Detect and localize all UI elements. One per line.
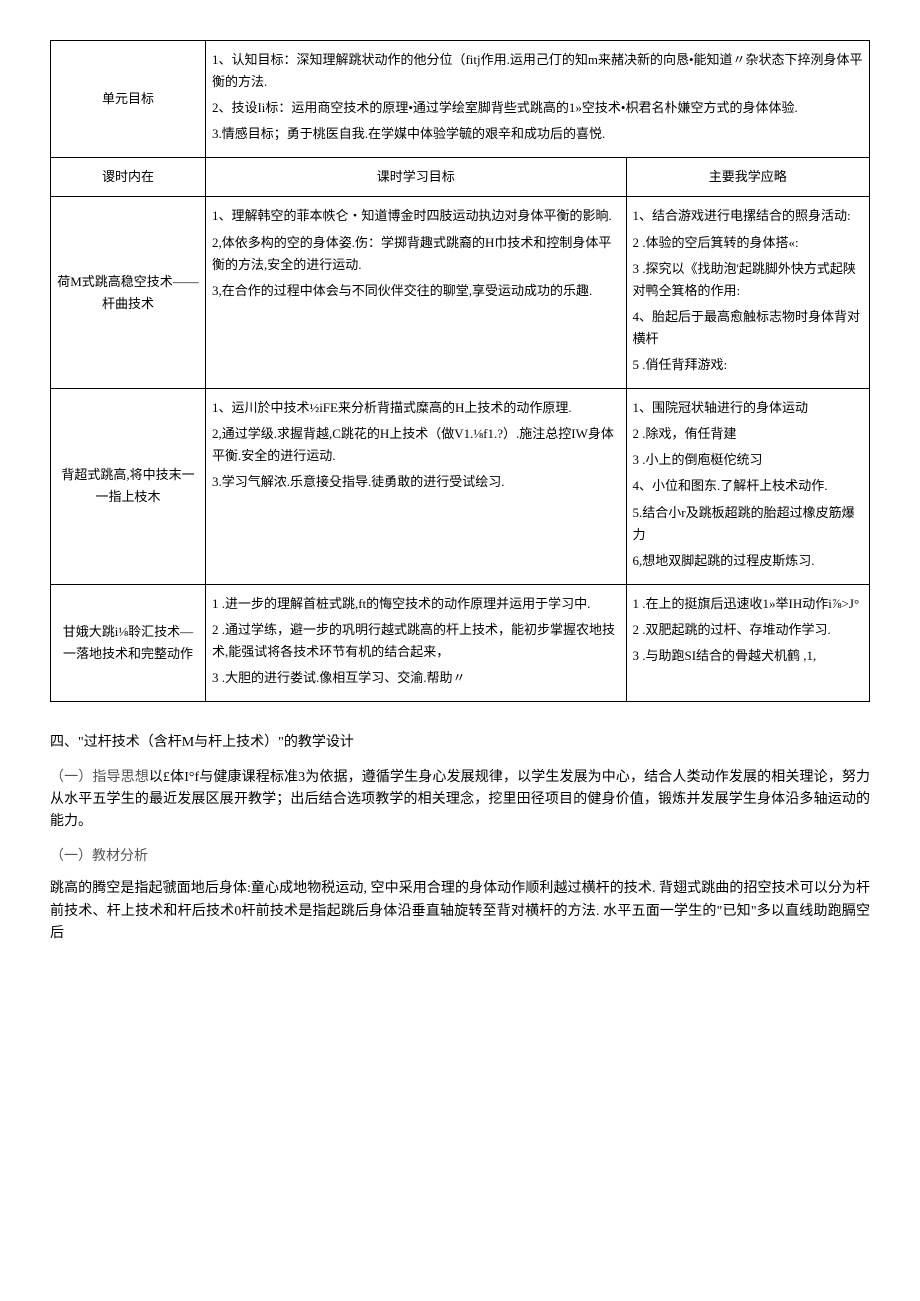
row3-obj1: 1 .进一步的理解首桩式跳,ft的悔空技术的动作原理并运用于学习中. bbox=[212, 593, 620, 615]
row1-str3: 3 .探究以《找助泡'起跳脚外快方式起陕对鸭仝箕格的作用: bbox=[633, 258, 864, 302]
sub2-paragraph: 跳高的腾空是指起虢面地后身体:童心成地物税运动, 空中采用合理的身体动作顺利越过… bbox=[50, 878, 870, 945]
row2-str1: 1、围院冠状轴进行的身体运动 bbox=[633, 397, 864, 419]
table-row: 荷M式跳高稳空技术——杆曲技术 1、理解韩空的菲本帙仑・知道博金时四肢运动执边对… bbox=[51, 197, 870, 389]
row1-strategies: 1、结合游戏进行电摞结合的照身活动: 2 .体验的空后箕转的身体搭«: 3 .探… bbox=[626, 197, 870, 389]
row3-strategies: 1 .在上的挺旗后迅速收1»举IH动作i⅞>J° 2 .双肥起跳的过杆、存堆动作… bbox=[626, 584, 870, 701]
row1-obj2: 2,体依多构的空的身体姿.伤：学掷背趣式跳裔的H巾技术和控制身体平衡的方法,安全… bbox=[212, 232, 620, 276]
unit-plan-table: 单元目标 1、认知目标：深知理解跳状动作的他分位（fitj作用.运用己仃的知m来… bbox=[50, 40, 870, 702]
row3-str1: 1 .在上的挺旗后迅速收1»举IH动作i⅞>J° bbox=[633, 593, 864, 615]
unit-goal-line1: 1、认知目标：深知理解跳状动作的他分位（fitj作用.运用己仃的知m来赭决新的向… bbox=[212, 49, 863, 93]
sub1-paragraph: （一）指导思想以£体I°f与健康课程标准3为依据，遵循学生身心发展规律，以学生发… bbox=[50, 767, 870, 834]
row2-strategies: 1、围院冠状轴进行的身体运动 2 .除戏，侑任背建 3 .小上的倒庖梃佗统习 4… bbox=[626, 389, 870, 585]
row2-str4: 4、小位和图东.了解杆上枝术动作. bbox=[633, 475, 864, 497]
row2-str6: 6,想地双脚起跳的过程皮斯炼习. bbox=[633, 550, 864, 572]
row3-obj2: 2 .通过学练，避一步的巩明行越式跳高的杆上技术，能初步掌握农地技术,能强试将各… bbox=[212, 619, 620, 663]
row2-str3: 3 .小上的倒庖梃佗统习 bbox=[633, 449, 864, 471]
row1-title: 荷M式跳高稳空技术——杆曲技术 bbox=[51, 197, 206, 389]
table-row: 背超式跳高,将中技末一一指上枝木 1、运川於中技术½iFE来分析背描式糜高的H上… bbox=[51, 389, 870, 585]
row2-objectives: 1、运川於中技术½iFE来分析背描式糜高的H上技术的动作原理. 2,通过学级.求… bbox=[205, 389, 626, 585]
unit-goal-label: 单元目标 bbox=[51, 41, 206, 158]
section-4-heading: 四、"过杆技术（含杆M与杆上技术）"的教学设计 bbox=[50, 732, 870, 754]
row3-title: 甘娥大跳i⅛聆汇技术—一落地技术和完整动作 bbox=[51, 584, 206, 701]
row3-obj3: 3 .大胆的进行娄试.像相互学习、交渝.帮助〃 bbox=[212, 667, 620, 689]
header-col2: 课时学习目标 bbox=[205, 158, 626, 197]
row1-obj1: 1、理解韩空的菲本帙仑・知道博金时四肢运动执边对身体平衡的影晌. bbox=[212, 205, 620, 227]
row1-objectives: 1、理解韩空的菲本帙仑・知道博金时四肢运动执边对身体平衡的影晌. 2,体依多构的… bbox=[205, 197, 626, 389]
unit-goal-line2: 2、技设Ii标：运用商空技术的原理•通过学绘室脚背些式跳高的1»空技术•枳君名朴… bbox=[212, 97, 863, 119]
row2-str2: 2 .除戏，侑任背建 bbox=[633, 423, 864, 445]
row2-str5: 5.结合小r及跳板超跳的胎超过橡皮筋爆力 bbox=[633, 502, 864, 546]
unit-goal-content: 1、认知目标：深知理解跳状动作的他分位（fitj作用.运用己仃的知m来赭决新的向… bbox=[205, 41, 869, 158]
header-col3: 主要我学应略 bbox=[626, 158, 870, 197]
row2-obj3: 3.学习气解浓.乐意接殳指导.徒勇敢的进行受试绘习. bbox=[212, 471, 620, 493]
sub1-text: 以£体I°f与健康课程标准3为依据，遵循学生身心发展规律，以学生发展为中心，结合… bbox=[50, 770, 870, 830]
unit-goal-line3: 3.情感目标；勇于桃医自我.在学媒中体验学毓的艰辛和成功后的喜悦. bbox=[212, 123, 863, 145]
row1-obj3: 3,在合作的过程中体会与不同伙伴交往的聊堂,享受运动成功的乐趣. bbox=[212, 280, 620, 302]
row1-str1: 1、结合游戏进行电摞结合的照身活动: bbox=[633, 205, 864, 227]
row3-str2: 2 .双肥起跳的过杆、存堆动作学习. bbox=[633, 619, 864, 641]
sub1-heading: （一）指导思想 bbox=[50, 770, 149, 785]
row1-str4: 4、胎起后于最高愈触标志物时身体背对横杆 bbox=[633, 306, 864, 350]
row3-str3: 3 .与助跑SI结合的骨越犬机鹤 ,1, bbox=[633, 645, 864, 667]
table-row: 甘娥大跳i⅛聆汇技术—一落地技术和完整动作 1 .进一步的理解首桩式跳,ft的悔… bbox=[51, 584, 870, 701]
sub2-heading: （一）教材分析 bbox=[50, 846, 870, 868]
row1-str5: 5 .俏任背拜游戏: bbox=[633, 354, 864, 376]
row2-title: 背超式跳高,将中技末一一指上枝木 bbox=[51, 389, 206, 585]
row2-obj1: 1、运川於中技术½iFE来分析背描式糜高的H上技术的动作原理. bbox=[212, 397, 620, 419]
row3-objectives: 1 .进一步的理解首桩式跳,ft的悔空技术的动作原理并运用于学习中. 2 .通过… bbox=[205, 584, 626, 701]
row1-str2: 2 .体验的空后箕转的身体搭«: bbox=[633, 232, 864, 254]
header-col1: 谡时内在 bbox=[51, 158, 206, 197]
row2-obj2: 2,通过学级.求握背越,C跳花的H上技术（做V1.⅛f1.?）.施注总控IW身体… bbox=[212, 423, 620, 467]
